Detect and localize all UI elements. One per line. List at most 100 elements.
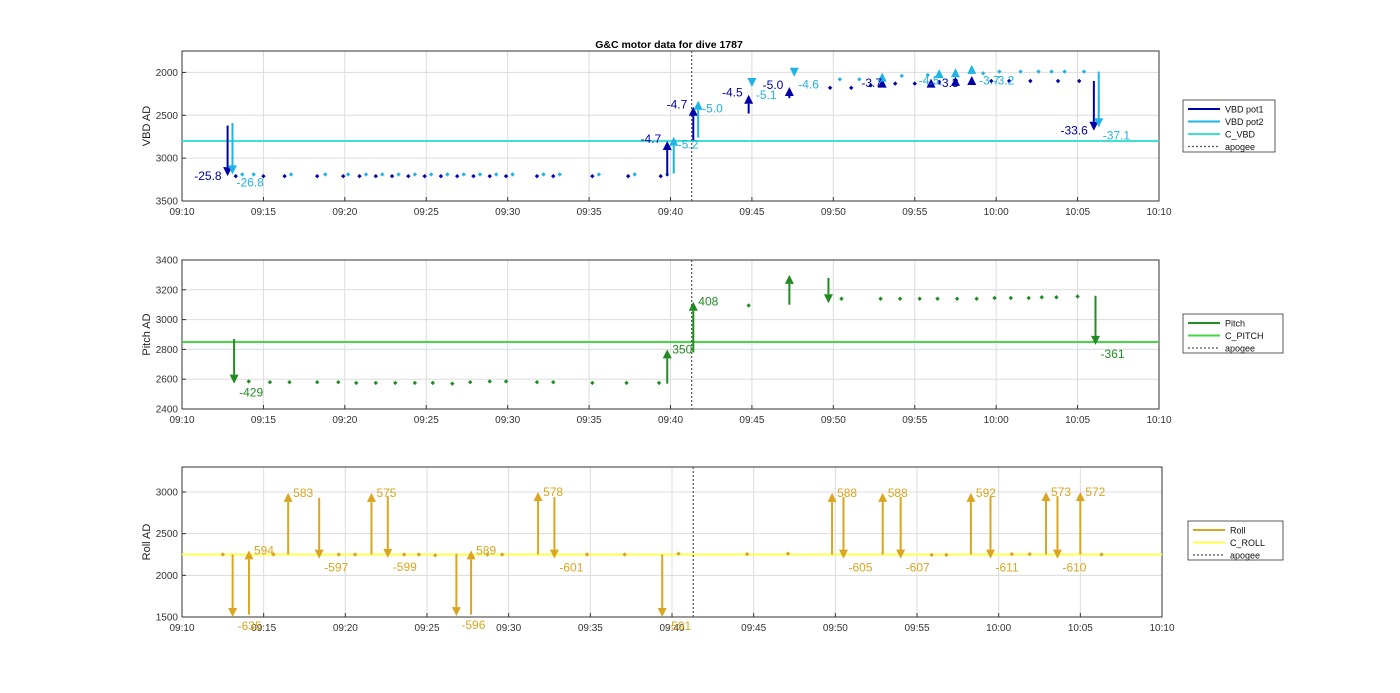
pot1-move-label: -5.0 <box>763 78 784 92</box>
pot2-point <box>557 172 562 177</box>
pitch-move-label: 408 <box>698 295 718 309</box>
roll-move-head <box>383 548 393 558</box>
legend-label: C_PITCH <box>1225 331 1264 341</box>
roll-move-head <box>283 492 293 502</box>
roll-move-head <box>1052 549 1062 559</box>
pot2-point <box>240 172 245 177</box>
pot1-point <box>534 173 540 179</box>
pot1-point <box>1006 78 1012 84</box>
pot2-move-head <box>693 100 703 110</box>
pitch-point <box>468 379 473 385</box>
roll-move-head <box>549 549 559 559</box>
pitch-panel: 09:10 09:15 09:20 09:25 09:30 09:35 09:40 09:45… <box>141 256 1284 426</box>
x-tick-label: 09:15 <box>251 415 276 426</box>
roll-move-head <box>228 608 238 617</box>
pot1-triangle <box>950 76 960 86</box>
roll-move-head <box>986 549 995 559</box>
pot2-point <box>857 77 862 82</box>
roll-move-label: -607 <box>906 561 930 575</box>
pot2-point <box>510 172 515 177</box>
legend-label: apogee <box>1230 551 1260 561</box>
pitch-point <box>393 380 398 386</box>
roll-point <box>352 552 358 557</box>
pitch-point <box>551 379 556 385</box>
pitch-point <box>590 380 595 386</box>
pot2-move-head <box>747 78 757 87</box>
pot1-triangle <box>926 78 936 88</box>
pitch-point <box>1008 295 1014 301</box>
roll-point <box>1009 551 1014 557</box>
pitch-point <box>336 379 341 385</box>
pot1-point <box>341 173 346 179</box>
pot1-point <box>261 173 266 179</box>
x-tick-label: 09:15 <box>251 207 276 218</box>
pitch-move-head <box>662 349 672 359</box>
roll-move-head <box>896 549 906 559</box>
pot1-move-head <box>662 141 672 150</box>
pitch-point <box>1075 294 1080 299</box>
pot2-point <box>323 172 328 177</box>
roll-move-label: 588 <box>837 486 857 500</box>
roll-move-label: -605 <box>849 561 873 575</box>
pot1-point <box>471 173 476 179</box>
pot2-point <box>1018 69 1023 74</box>
pot2-move-label: -26.8 <box>236 175 264 189</box>
x-tick-label: 09:45 <box>739 415 764 426</box>
y-tick-label: 3200 <box>156 285 179 296</box>
pot2-point <box>363 172 369 177</box>
roll-point <box>499 552 505 557</box>
pot2-point <box>596 172 602 177</box>
pitch-point <box>487 379 492 384</box>
x-tick-label: 09:20 <box>332 415 357 426</box>
roll-move-label: 578 <box>543 485 563 499</box>
pot2-point <box>980 71 986 76</box>
pot1-point <box>438 173 444 179</box>
pitch-point <box>1039 295 1044 300</box>
roll-point <box>584 552 590 557</box>
pot1-point <box>503 173 509 179</box>
roll-move-label: 592 <box>976 486 996 500</box>
x-tick-label: 09:40 <box>659 623 684 634</box>
pot1-point <box>912 81 917 86</box>
pot1-point <box>849 85 854 91</box>
pitch-move-label: -361 <box>1100 347 1124 361</box>
pot2-point <box>345 172 351 177</box>
pitch-point <box>935 296 940 301</box>
roll-point <box>432 553 438 558</box>
roll-point <box>622 552 627 557</box>
roll-move-head <box>966 492 976 502</box>
pot1-point <box>827 85 833 91</box>
pitch-point <box>430 380 435 386</box>
pot1-point <box>314 173 320 179</box>
x-tick-label: 09:50 <box>823 623 848 634</box>
roll-move-head <box>827 492 837 502</box>
legend-label: C_VBD <box>1225 130 1256 140</box>
pot1-move-label: -3.7 <box>861 76 882 90</box>
pot2-point <box>1036 69 1041 74</box>
pot1-point <box>989 78 994 84</box>
pot2-point <box>899 73 904 79</box>
pot2-point <box>412 172 418 177</box>
pot2-move-head <box>669 136 679 146</box>
roll-move-label: -635 <box>238 619 262 633</box>
y-axis-label: VBD AD <box>141 106 153 146</box>
pot2-move-label: -3.7 <box>979 73 1000 87</box>
x-tick-label: 09:50 <box>821 207 846 218</box>
pot1-point <box>487 173 492 179</box>
pot2-point <box>445 172 450 177</box>
pot1-point <box>282 173 287 179</box>
pot2-point <box>380 172 385 177</box>
x-tick-label: 10:05 <box>1065 207 1090 218</box>
plot-frame <box>181 50 1160 202</box>
x-tick-label: 10:00 <box>984 415 1009 426</box>
pot1-point <box>233 173 238 179</box>
roll-move-label: 572 <box>1085 485 1105 499</box>
pot2-move-label: -3.2 <box>994 73 1015 87</box>
pitch-point <box>246 379 251 384</box>
pitch-point <box>624 380 629 386</box>
pot2-point <box>461 172 466 177</box>
pot2-point <box>288 172 294 177</box>
legend-label: VBD pot1 <box>1225 105 1264 115</box>
roll-move-label: -597 <box>324 561 348 575</box>
roll-point <box>929 552 934 558</box>
